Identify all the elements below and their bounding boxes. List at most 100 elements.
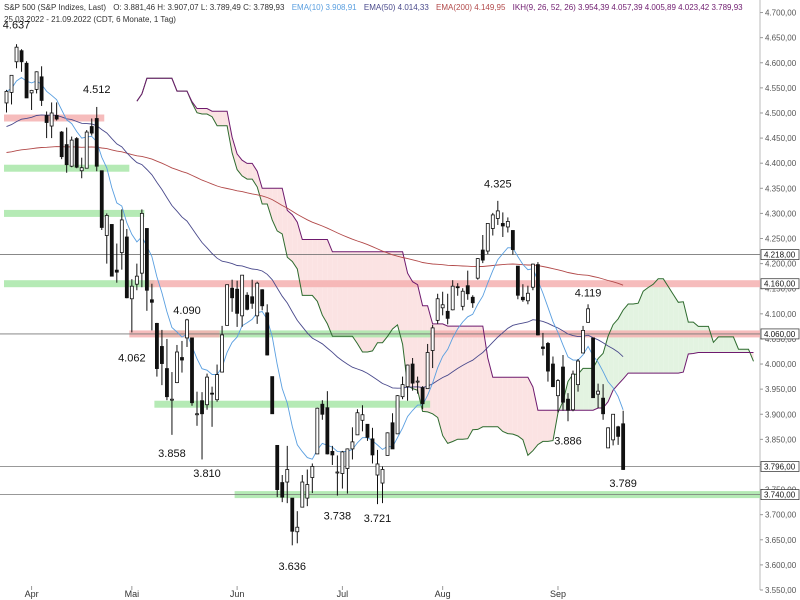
candle[interactable]: [114, 243, 119, 283]
candle[interactable]: [430, 324, 435, 369]
candle[interactable]: [235, 280, 240, 327]
candle[interactable]: [74, 137, 79, 169]
candle[interactable]: [330, 445, 335, 465]
candle[interactable]: [370, 427, 375, 464]
candle[interactable]: [495, 200, 500, 225]
candle[interactable]: [450, 280, 455, 311]
candle[interactable]: [225, 284, 229, 326]
candle[interactable]: [160, 329, 164, 386]
candle[interactable]: [400, 376, 405, 400]
candle[interactable]: [405, 364, 410, 401]
candle[interactable]: [210, 386, 214, 427]
candle[interactable]: [350, 427, 355, 460]
candle[interactable]: [170, 372, 174, 435]
candle[interactable]: [440, 291, 445, 316]
candle[interactable]: [300, 475, 305, 508]
candle[interactable]: [460, 288, 465, 311]
candle[interactable]: [305, 469, 310, 507]
candle[interactable]: [134, 263, 139, 291]
candle[interactable]: [190, 337, 194, 406]
candle[interactable]: [245, 292, 250, 311]
candle[interactable]: [230, 279, 235, 312]
candle[interactable]: [616, 425, 621, 445]
candle[interactable]: [270, 376, 275, 415]
candle[interactable]: [129, 279, 134, 333]
candle[interactable]: [165, 338, 169, 401]
candle[interactable]: [79, 157, 84, 179]
candle[interactable]: [49, 102, 54, 139]
candle[interactable]: [385, 432, 390, 456]
candle[interactable]: [355, 409, 360, 436]
candle[interactable]: [14, 44, 19, 69]
candle[interactable]: [601, 384, 605, 420]
candle[interactable]: [415, 376, 420, 394]
candle[interactable]: [510, 230, 515, 255]
candle[interactable]: [546, 341, 550, 382]
candle[interactable]: [149, 283, 154, 331]
candle[interactable]: [445, 293, 450, 325]
candle[interactable]: [455, 283, 460, 296]
candle[interactable]: [531, 263, 535, 291]
candle[interactable]: [139, 209, 144, 288]
candle[interactable]: [541, 332, 545, 356]
candle[interactable]: [425, 343, 430, 390]
candle[interactable]: [44, 111, 49, 139]
candle[interactable]: [561, 355, 565, 411]
candle[interactable]: [34, 71, 39, 94]
candle[interactable]: [280, 475, 285, 503]
candle[interactable]: [220, 325, 224, 373]
candle[interactable]: [54, 102, 59, 121]
candle[interactable]: [124, 228, 129, 299]
candle[interactable]: [485, 223, 490, 255]
candle[interactable]: [39, 66, 44, 106]
candle[interactable]: [64, 127, 69, 173]
candle[interactable]: [576, 359, 580, 392]
candle[interactable]: [295, 511, 300, 544]
candle[interactable]: [420, 386, 425, 410]
candle[interactable]: [606, 427, 611, 449]
candle[interactable]: [19, 49, 24, 72]
candle[interactable]: [556, 379, 560, 413]
candle[interactable]: [365, 423, 370, 441]
candle[interactable]: [265, 304, 270, 356]
candle[interactable]: [345, 448, 350, 494]
candle[interactable]: [335, 455, 340, 496]
candle[interactable]: [109, 224, 114, 277]
candle[interactable]: [395, 395, 400, 435]
candle[interactable]: [500, 212, 505, 238]
candle[interactable]: [200, 392, 204, 460]
candle[interactable]: [470, 295, 475, 308]
candle[interactable]: [205, 373, 209, 410]
candle[interactable]: [375, 449, 380, 505]
candle[interactable]: [505, 217, 510, 233]
candle[interactable]: [99, 170, 104, 230]
candle[interactable]: [586, 304, 590, 323]
candle[interactable]: [596, 383, 600, 409]
candle[interactable]: [29, 89, 34, 110]
candle[interactable]: [104, 213, 109, 264]
candle[interactable]: [275, 444, 280, 498]
candle[interactable]: [215, 364, 219, 402]
candle[interactable]: [89, 118, 94, 136]
candle[interactable]: [325, 391, 330, 455]
candle[interactable]: [591, 337, 595, 399]
candle[interactable]: [340, 450, 345, 489]
candle[interactable]: [465, 270, 470, 300]
candle[interactable]: [490, 212, 495, 236]
candle[interactable]: [69, 136, 74, 168]
candle[interactable]: [144, 228, 149, 311]
candle[interactable]: [515, 265, 520, 300]
candle[interactable]: [94, 106, 99, 172]
candle[interactable]: [410, 358, 415, 391]
candle[interactable]: [480, 234, 485, 264]
candle[interactable]: [320, 400, 325, 420]
candle[interactable]: [315, 407, 320, 455]
candle[interactable]: [520, 284, 525, 302]
candle[interactable]: [24, 61, 29, 99]
candle[interactable]: [185, 318, 189, 347]
candle[interactable]: [525, 285, 530, 305]
candle[interactable]: [551, 356, 555, 388]
candle[interactable]: [255, 281, 260, 324]
candle[interactable]: [566, 393, 570, 422]
